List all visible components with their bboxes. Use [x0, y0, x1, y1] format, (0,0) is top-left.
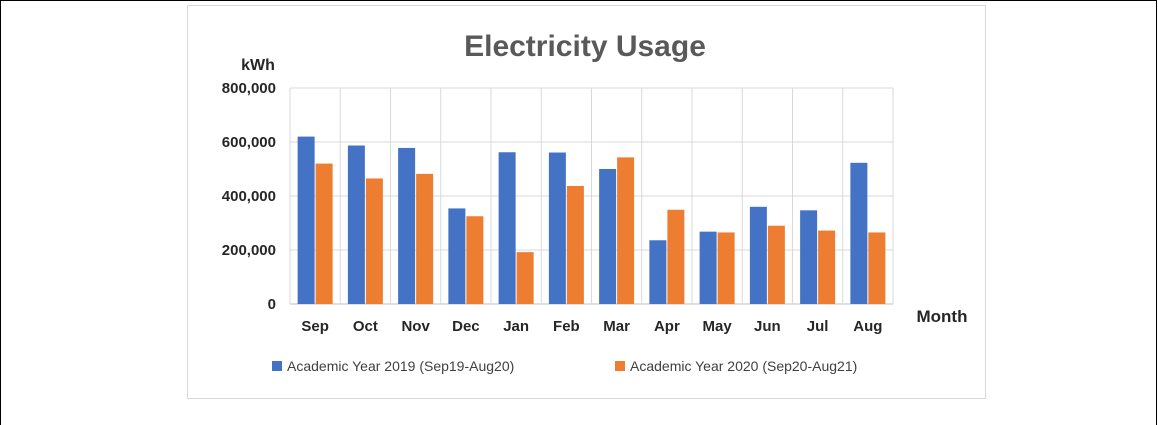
bar-series1-dec [448, 208, 466, 304]
bar-series1-jun [749, 206, 767, 304]
bar-series2-jun [767, 225, 785, 304]
y-tick-label: 800,000 [222, 80, 276, 97]
bar-series2-mar [617, 157, 635, 304]
bar-series1-jan [498, 152, 516, 304]
x-tick-label: Apr [654, 318, 680, 335]
grid-lines [289, 87, 894, 305]
bar-series1-oct [347, 145, 365, 304]
bar-series1-nov [398, 147, 416, 304]
legend-label: Academic Year 2020 (Sep20-Aug21) [630, 358, 857, 374]
bar-series1-sep [297, 136, 315, 304]
bar-series2-oct [365, 178, 383, 304]
bar-series2-jan [516, 252, 534, 304]
legend-swatch [615, 361, 625, 371]
x-tick-label: Nov [401, 318, 430, 335]
bar-series1-aug [850, 162, 868, 304]
x-tick-label: Oct [353, 318, 378, 335]
x-tick-label: Dec [452, 318, 480, 335]
frame-right-border [1156, 0, 1157, 425]
x-tick-label: Jan [503, 318, 529, 335]
bar-series2-may [717, 232, 735, 304]
legend-label: Academic Year 2019 (Sep19-Aug20) [287, 358, 514, 374]
bar-series1-may [699, 231, 717, 304]
bar-series1-apr [649, 240, 667, 304]
x-tick-label: Jul [807, 318, 829, 335]
bar-series2-aug [868, 232, 886, 304]
bar-series1-mar [599, 169, 617, 304]
x-tick-label: Jun [754, 318, 781, 335]
bar-series2-sep [315, 163, 333, 304]
y-tick-label: 0 [268, 296, 276, 313]
legend-swatch [272, 361, 282, 371]
x-tick-label: Sep [301, 318, 329, 335]
bar-series1-jul [800, 210, 818, 304]
frame-top-border [0, 0, 1157, 1]
x-tick-label: May [703, 318, 733, 335]
y-axis-unit: kWh [241, 57, 275, 74]
y-axis-ticks: 800,000 600,000 400,000 200,000 0 [222, 80, 276, 313]
y-tick-label: 400,000 [222, 188, 276, 205]
bar-series1-feb [548, 152, 566, 304]
x-tick-label: Mar [603, 318, 630, 335]
y-tick-label: 200,000 [222, 242, 276, 259]
legend: Academic Year 2019 (Sep19-Aug20) Academic… [272, 358, 857, 374]
bar-series2-nov [416, 173, 434, 304]
x-axis-label: Month [917, 307, 968, 326]
bar-series2-jul [818, 230, 836, 304]
x-tick-label: Feb [553, 318, 580, 335]
x-tick-label: Aug [853, 318, 882, 335]
bar-series2-feb [566, 186, 584, 304]
bar-series2-apr [667, 209, 685, 304]
bars-group [297, 136, 886, 304]
y-tick-label: 600,000 [222, 134, 276, 151]
bar-series2-dec [466, 216, 484, 304]
chart-title: Electricity Usage [464, 30, 706, 63]
x-axis-ticks: Sep Oct Nov Dec Jan Feb Mar Apr May Jun Jul Aug [301, 318, 882, 335]
frame-left-border [0, 0, 1, 425]
